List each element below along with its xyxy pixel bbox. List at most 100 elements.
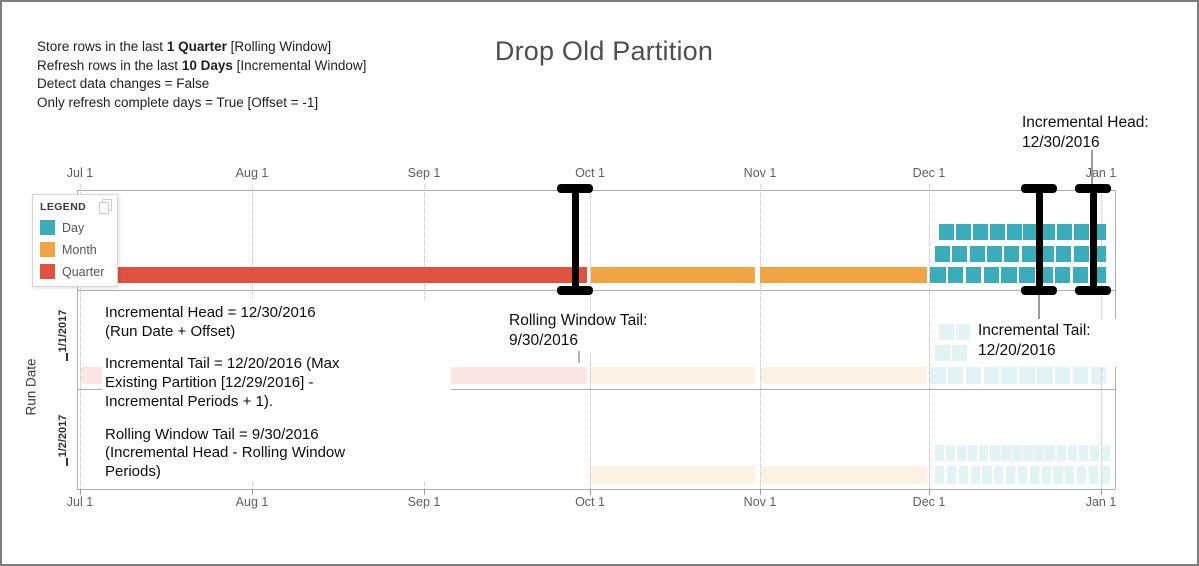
axis-tick xyxy=(760,489,761,495)
day-partition xyxy=(1072,267,1089,283)
day-partition xyxy=(1072,367,1089,384)
day-partition xyxy=(1078,445,1088,461)
config-line-complete-days: Only refresh complete days = True [Offse… xyxy=(37,94,319,110)
day-partition xyxy=(958,466,968,484)
day-partition xyxy=(1077,466,1087,484)
config-line-detect-changes: Detect data changes = False xyxy=(37,76,210,92)
legend-item-quarter: Quarter xyxy=(40,264,117,279)
day-partition xyxy=(1067,445,1077,461)
day-partition xyxy=(1029,466,1039,484)
rolling-window-tail-marker xyxy=(557,184,593,295)
day-partition xyxy=(946,466,957,484)
day-partition xyxy=(969,246,985,262)
day-partition xyxy=(1019,367,1035,384)
axis-tick-label: Sep 1 xyxy=(407,166,441,180)
day-partition xyxy=(952,246,968,262)
day-partition xyxy=(1053,466,1063,484)
day-partition xyxy=(965,367,982,384)
day-partition xyxy=(1023,224,1039,240)
day-partition xyxy=(1023,445,1033,461)
day-partition xyxy=(946,445,956,461)
day-partition xyxy=(1017,466,1028,484)
axis-tick xyxy=(252,489,253,495)
day-partition xyxy=(935,246,950,262)
day-partition xyxy=(994,466,1004,484)
run-date-tick-1 xyxy=(66,353,68,361)
incremental-head-callout: Incremental Head: 12/30/2016 xyxy=(1022,114,1149,151)
month-partition-bar-nov-faded-2 xyxy=(760,466,927,484)
copy-icon[interactable] xyxy=(99,199,112,214)
month-gridline xyxy=(80,184,81,489)
day-partition xyxy=(957,445,967,461)
day-partition xyxy=(935,345,950,361)
day-partition xyxy=(1012,445,1022,461)
legend-item-month: Month xyxy=(40,242,117,257)
config-summary: Store rows in the last 1 Quarter [Rollin… xyxy=(37,38,366,112)
incremental-head-marker xyxy=(1075,184,1111,295)
day-partition xyxy=(1090,367,1106,384)
day-partition xyxy=(1040,224,1056,240)
axis-tick xyxy=(1101,489,1102,495)
axis-tick-label: Aug 1 xyxy=(235,166,269,180)
day-partition xyxy=(1021,246,1037,262)
day-partition xyxy=(935,466,945,484)
day-partition xyxy=(968,445,978,461)
axis-tick xyxy=(590,489,591,495)
day-partition xyxy=(1054,267,1071,283)
annotation-box: Incremental Head = 12/30/2016 (Run Date … xyxy=(102,299,451,482)
run-date-label-1: 1/1/2017 xyxy=(57,309,69,353)
band-separator-2 xyxy=(77,389,1115,390)
day-partition xyxy=(987,246,1002,262)
axis-tick-label: Dec 1 xyxy=(912,166,946,180)
rolling-window-tail-callout: Rolling Window Tail: 9/30/2016 xyxy=(509,311,693,351)
day-partition xyxy=(1054,367,1071,384)
day-partition xyxy=(970,466,980,484)
config-line-incremental-window: Refresh rows in the last 10 Days [Increm… xyxy=(37,57,367,73)
axis-tick-label: Jul 1 xyxy=(66,495,94,509)
day-partition xyxy=(1074,224,1090,240)
day-partition xyxy=(939,324,954,340)
day-partition xyxy=(965,267,982,283)
day-partition xyxy=(1056,445,1066,461)
day-partition xyxy=(1088,466,1099,484)
incremental-tail-leader-line xyxy=(1038,293,1040,319)
day-partition xyxy=(983,367,999,384)
day-partition xyxy=(1034,445,1044,461)
day-partition xyxy=(1056,246,1072,262)
day-partition xyxy=(983,267,999,283)
axis-tick-label: Nov 1 xyxy=(743,166,777,180)
day-partition xyxy=(947,367,964,384)
month-gridline xyxy=(760,184,761,489)
axis-tick-label: Jan 1 xyxy=(1085,166,1117,180)
incremental-head-leader-line xyxy=(1091,150,1093,186)
day-partition xyxy=(1004,246,1020,262)
day-partition xyxy=(1045,445,1055,461)
page-title: Drop Old Partition xyxy=(494,36,714,66)
annotation-incremental-head: Incremental Head = 12/30/2016 (Run Date … xyxy=(105,304,316,340)
axis-tick-label: Dec 1 xyxy=(912,495,946,509)
month-partition-bar-nov xyxy=(760,267,927,283)
day-partition xyxy=(1073,246,1089,262)
day-partition xyxy=(1100,445,1110,461)
month-partition-bar-nov-faded-1 xyxy=(760,367,927,384)
axis-tick-label: Oct 1 xyxy=(575,495,605,509)
axis-tick xyxy=(929,489,930,495)
axis-tick-label: Aug 1 xyxy=(235,495,269,509)
day-partition xyxy=(955,324,971,340)
month-partition-bar-oct xyxy=(591,267,755,283)
rolling-window-tail-leader-line xyxy=(578,351,580,363)
day-partition xyxy=(935,445,945,461)
plot-border-left xyxy=(77,190,78,489)
day-swatch-icon xyxy=(40,220,55,235)
quarter-partition-bar xyxy=(80,267,587,283)
legend-item-day: Day xyxy=(40,220,117,235)
axis-tick-label: Jan 1 xyxy=(1085,495,1117,509)
run-date-label-2: 1/2/2017 xyxy=(57,414,69,458)
day-partition xyxy=(1065,466,1075,484)
axis-tick-label: Jul 1 xyxy=(66,166,94,180)
incremental-tail-callout: Incremental Tail: 12/20/2016 xyxy=(970,319,1130,367)
month-swatch-icon xyxy=(40,242,55,257)
day-partition xyxy=(939,224,954,240)
legend-title: LEGEND xyxy=(40,201,87,213)
